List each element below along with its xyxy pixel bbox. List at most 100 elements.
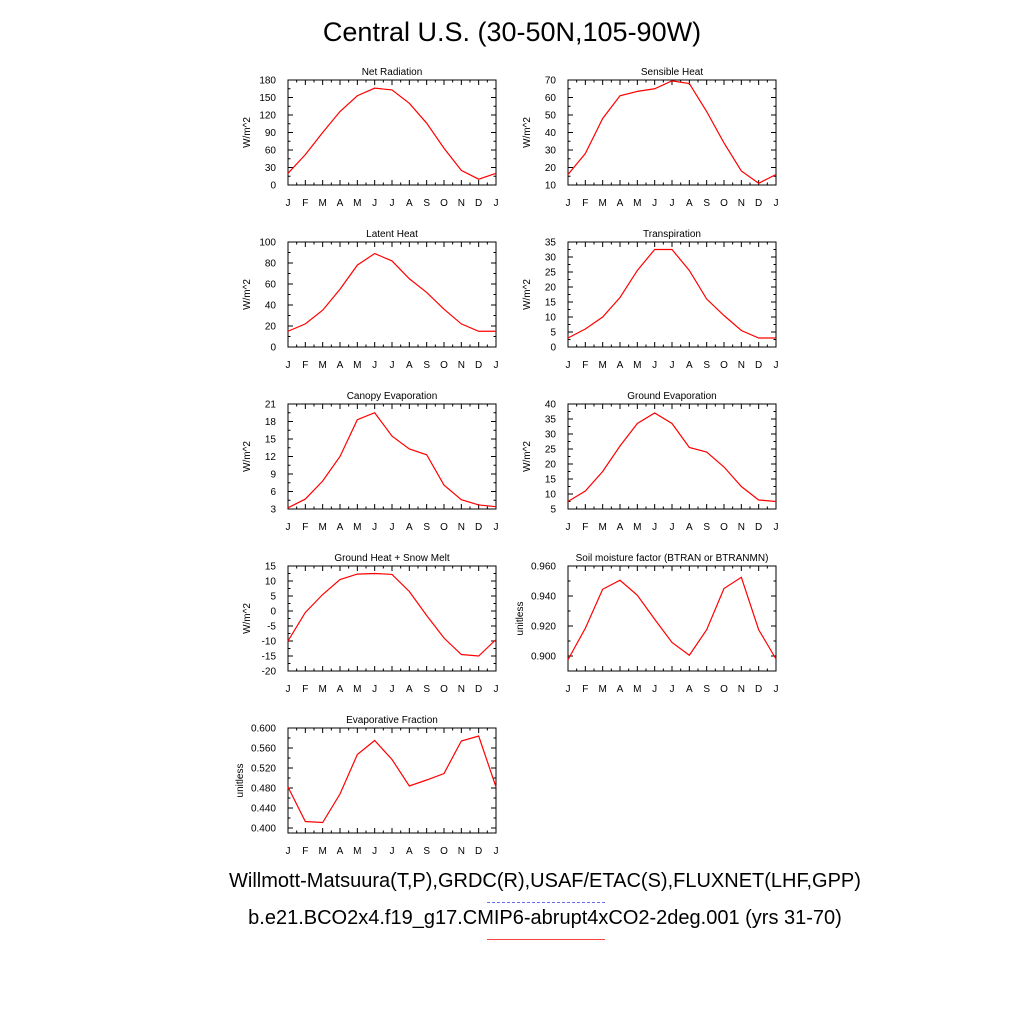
x-tick-label: A — [406, 846, 413, 857]
y-axis-label: W/m^2 — [242, 279, 253, 310]
y-tick-label: 6 — [270, 487, 276, 498]
x-tick-label: J — [566, 198, 571, 209]
x-tick-label: F — [302, 522, 308, 533]
x-tick-label: J — [774, 522, 779, 533]
y-tick-label: 0.480 — [251, 784, 276, 795]
x-tick-label: F — [302, 684, 308, 695]
x-tick-label: M — [633, 360, 641, 371]
x-tick-label: J — [390, 522, 395, 533]
series-line — [287, 87, 497, 180]
x-tick-label: M — [353, 846, 361, 857]
x-tick-label: D — [475, 684, 482, 695]
x-tick-label: A — [617, 360, 624, 371]
y-tick-label: 9 — [270, 470, 276, 481]
y-axis-label: W/m^2 — [242, 603, 253, 634]
y-tick-label: -15 — [262, 652, 277, 663]
chart-title: Ground Evaporation — [627, 391, 717, 402]
x-tick-label: A — [617, 684, 624, 695]
x-tick-label: O — [440, 684, 448, 695]
x-tick-label: J — [390, 684, 395, 695]
x-tick-label: J — [494, 846, 499, 857]
x-tick-label: D — [755, 360, 762, 371]
x-tick-label: A — [686, 198, 693, 209]
y-tick-label: 10 — [545, 490, 557, 501]
plot-frame — [287, 79, 497, 186]
y-tick-label: 10 — [265, 577, 277, 588]
chart-title: Soil moisture factor (BTRAN or BTRANMN) — [576, 553, 769, 564]
y-tick-label: 70 — [545, 76, 557, 87]
plot-frame — [567, 79, 777, 186]
x-tick-label: J — [670, 360, 675, 371]
x-tick-label: A — [617, 198, 624, 209]
y-tick-label: 40 — [265, 301, 277, 312]
x-tick-label: M — [598, 198, 606, 209]
x-tick-label: J — [494, 360, 499, 371]
series-line — [287, 252, 496, 332]
x-tick-label: D — [475, 360, 482, 371]
x-tick-label: F — [582, 198, 588, 209]
x-tick-label: J — [774, 198, 779, 209]
y-tick-label: 0.400 — [251, 824, 276, 835]
x-tick-label: F — [582, 522, 588, 533]
x-tick-label: N — [458, 522, 465, 533]
x-tick-label: S — [423, 198, 430, 209]
x-tick-label: S — [423, 684, 430, 695]
y-tick-label: 40 — [545, 128, 557, 139]
x-tick-label: N — [458, 360, 465, 371]
x-tick-label: J — [286, 198, 291, 209]
x-tick-label: J — [286, 360, 291, 371]
x-tick-label: O — [720, 522, 728, 533]
y-tick-label: 15 — [265, 435, 277, 446]
y-tick-label: 20 — [545, 283, 557, 294]
y-tick-label: 5 — [550, 328, 556, 339]
x-tick-label: M — [353, 198, 361, 209]
y-tick-label: 180 — [259, 76, 276, 87]
x-tick-label: M — [318, 360, 326, 371]
y-tick-label: 5 — [270, 592, 276, 603]
x-tick-label: O — [720, 360, 728, 371]
x-tick-label: D — [755, 522, 762, 533]
x-tick-label: A — [617, 522, 624, 533]
x-tick-label: S — [423, 360, 430, 371]
y-tick-label: 30 — [545, 146, 557, 157]
y-tick-label: 25 — [545, 268, 557, 279]
x-tick-label: J — [670, 684, 675, 695]
x-tick-label: O — [440, 846, 448, 857]
x-tick-label: M — [633, 522, 641, 533]
x-tick-label: J — [372, 360, 377, 371]
x-tick-label: A — [337, 846, 344, 857]
x-tick-label: O — [720, 198, 728, 209]
x-tick-label: M — [318, 684, 326, 695]
y-axis-label: unitless — [515, 602, 526, 636]
x-tick-label: N — [458, 684, 465, 695]
x-tick-label: D — [475, 522, 482, 533]
y-tick-label: 0.560 — [251, 744, 276, 755]
y-tick-label: 50 — [545, 111, 557, 122]
y-tick-label: 0.900 — [531, 652, 556, 663]
x-tick-label: N — [738, 198, 745, 209]
y-tick-label: 15 — [545, 475, 557, 486]
x-tick-label: M — [598, 522, 606, 533]
y-tick-label: 0.600 — [251, 724, 276, 735]
y-tick-label: 15 — [545, 298, 557, 309]
y-tick-label: 40 — [545, 400, 557, 411]
x-tick-label: N — [738, 360, 745, 371]
chart-title: Canopy Evaporation — [347, 391, 438, 402]
y-tick-label: 0.440 — [251, 804, 276, 815]
x-tick-label: A — [337, 522, 344, 533]
x-tick-label: J — [372, 846, 377, 857]
x-tick-label: O — [440, 360, 448, 371]
x-tick-label: A — [406, 522, 413, 533]
y-tick-label: 30 — [545, 253, 557, 264]
x-tick-label: A — [406, 198, 413, 209]
y-tick-label: 20 — [545, 460, 557, 471]
y-tick-label: 120 — [259, 111, 276, 122]
x-tick-label: F — [302, 846, 308, 857]
y-tick-label: 0.940 — [531, 592, 556, 603]
y-tick-label: 20 — [545, 163, 557, 174]
